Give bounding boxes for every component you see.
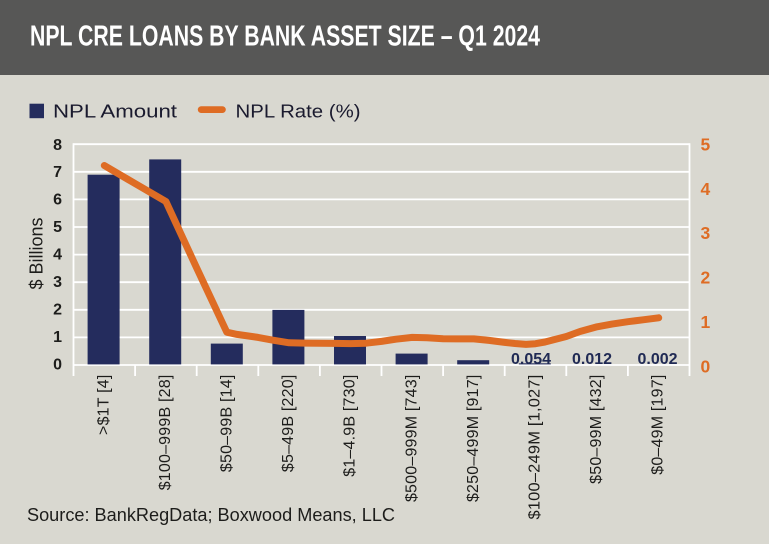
svg-text:0: 0 [53, 356, 62, 373]
svg-text:4: 4 [53, 247, 62, 264]
svg-text:$5–49B [220]: $5–49B [220] [280, 375, 297, 473]
svg-text:1: 1 [53, 329, 62, 346]
svg-text:$0–49M [197]: $0–49M [197] [650, 375, 667, 475]
svg-text:0: 0 [701, 356, 711, 376]
svg-text:3: 3 [701, 223, 711, 243]
svg-text:6: 6 [53, 192, 62, 209]
svg-text:$250–499M [917]: $250–499M [917] [465, 375, 482, 503]
svg-text:$500–999M [743]: $500–999M [743] [403, 375, 420, 503]
svg-text:0.012: 0.012 [572, 351, 612, 368]
svg-text:3: 3 [53, 274, 62, 291]
svg-text:$100–999B [28]: $100–999B [28] [157, 375, 174, 491]
svg-text:>$1T [4]: >$1T [4] [95, 375, 112, 435]
svg-text:5: 5 [53, 219, 62, 236]
svg-text:$1–4.9B [730]: $1–4.9B [730] [342, 375, 359, 477]
svg-text:$50–99B [14]: $50–99B [14] [219, 375, 236, 473]
svg-text:$ Billions: $ Billions [27, 217, 47, 289]
svg-text:Source: BankRegData; Boxwood M: Source: BankRegData; Boxwood Means, LLC [27, 505, 395, 525]
svg-text:8: 8 [53, 137, 62, 154]
svg-text:7: 7 [53, 164, 62, 181]
svg-text:NPL Amount: NPL Amount [53, 101, 177, 122]
svg-text:0.054: 0.054 [511, 351, 551, 368]
svg-text:4: 4 [701, 179, 711, 199]
svg-text:NPL CRE LOANS BY BANK ASSET SI: NPL CRE LOANS BY BANK ASSET SIZE – Q1 20… [30, 20, 540, 52]
svg-text:NPL Rate (%): NPL Rate (%) [236, 101, 361, 122]
svg-text:2: 2 [701, 268, 711, 288]
svg-text:$100–249M [1,027]: $100–249M [1,027] [527, 375, 544, 520]
svg-text:$50–99M [432]: $50–99M [432] [588, 375, 605, 484]
svg-text:5: 5 [701, 134, 711, 154]
svg-text:2: 2 [53, 302, 62, 319]
svg-text:0.002: 0.002 [637, 351, 677, 368]
svg-text:1: 1 [701, 312, 711, 332]
